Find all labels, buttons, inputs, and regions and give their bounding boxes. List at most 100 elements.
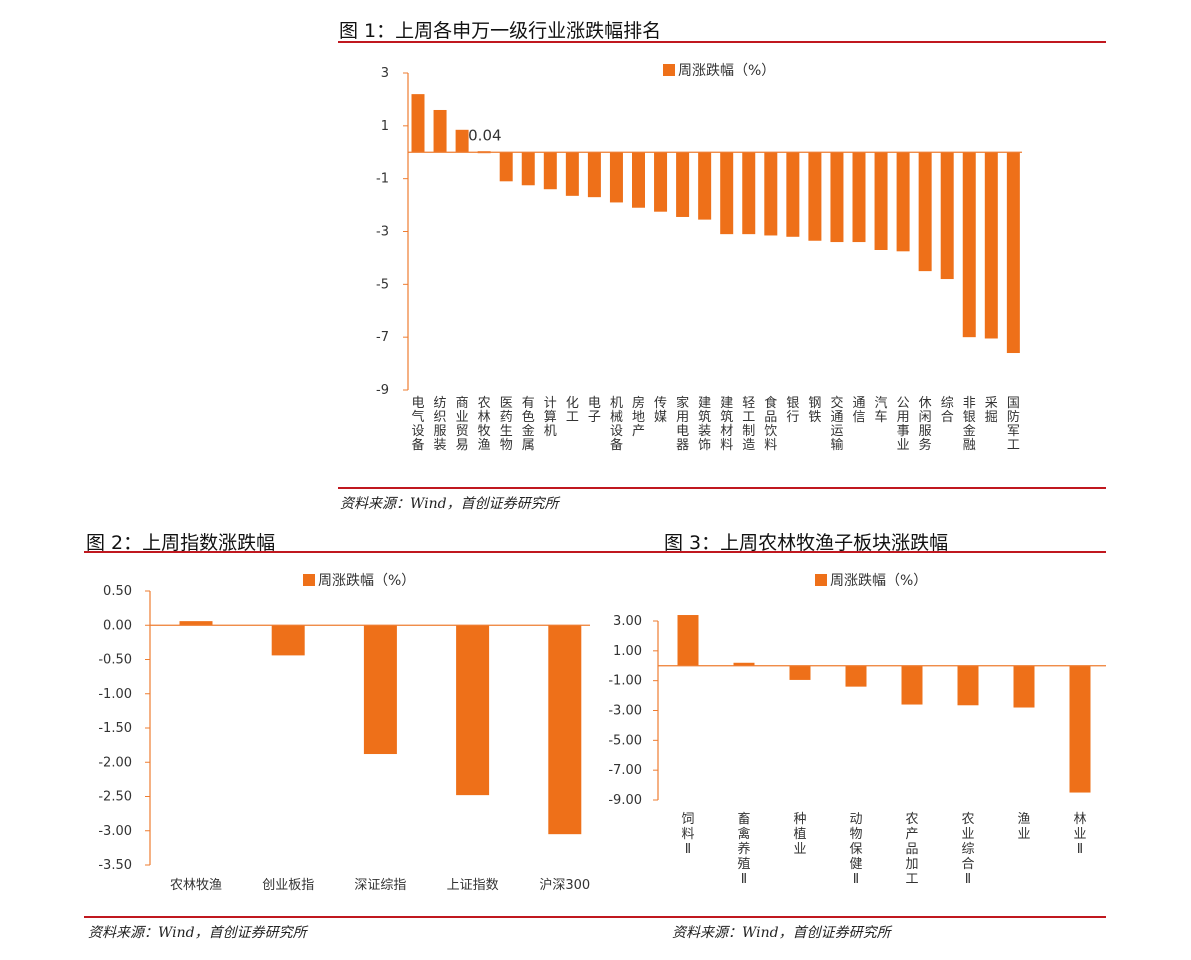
fig3-bar-6 [1013,665,1035,708]
fig1-category-label: 国防军工 [1007,396,1020,453]
fig3-ytick-label: -1.00 [608,674,642,689]
fig1-ytick-label: -9 [376,383,389,398]
fig1-category-label: 医药生物 [500,396,513,453]
fig1-bar-4 [499,152,513,182]
fig1-bar-21 [874,152,888,250]
fig2-source: 资料来源：Wind，首创证券研究所 [88,925,307,941]
fig1-category-label: 建筑材料 [720,396,733,453]
fig3-ytick-label: -7.00 [608,763,642,778]
fig1-ytick-label: -1 [376,172,389,187]
fig1-source: 资料来源：Wind，首创证券研究所 [340,496,559,512]
fig1-bar-13 [698,152,712,220]
fig1-category-label: 汽车 [875,396,888,425]
fig1-category-label: 机械设备 [610,396,623,453]
fig1-category-label: 农林牧渔 [478,396,491,453]
fig1-bar-20 [852,152,866,243]
fig3-bar-7 [1069,665,1091,793]
fig1-category-label: 家用电器 [676,395,689,453]
fig2-source-rule [84,916,604,918]
fig1-category-label: 有色金属 [522,396,535,453]
fig1-category-label: 电子 [588,396,601,425]
fig1-bar-6 [543,152,557,190]
fig1-legend-swatch [663,64,675,76]
fig1-bar-7 [565,152,579,196]
fig3-bar-0 [677,615,699,666]
fig1-ytick-label: -3 [376,225,389,240]
fig3-legend-label: 周涨跌幅（%） [830,573,927,589]
fig3-source-rule [598,916,1106,918]
fig1-bar-1 [433,109,447,153]
fig1-ytick-label: 1 [381,119,389,134]
fig1-bar-26 [984,152,998,339]
fig1-bar-19 [830,152,844,243]
fig2-category-label: 上证指数 [447,878,499,893]
fig2-ytick-label: -0.50 [98,653,132,668]
fig1-bar-10 [632,152,645,208]
fig1-category-label: 传媒 [654,396,667,425]
fig2-bar-1 [271,625,305,656]
fig2-ytick-label: -2.00 [98,755,132,770]
fig3-title: 图 3：上周农林牧渔子板块涨跌幅 [664,532,949,554]
fig2-category-label: 农林牧渔 [170,878,222,893]
fig1-category-label: 非银金融 [963,396,976,453]
fig1-category-label: 商业贸易 [456,396,469,453]
fig2-legend-label: 周涨跌幅（%） [318,573,415,589]
fig1-category-label: 综合 [941,396,954,425]
fig1-bar-5 [521,152,535,186]
fig1-bar-15 [742,152,756,235]
fig3-category-label: 种植业 [793,812,806,857]
fig1-title-rule [338,41,1106,43]
fig2-legend-swatch [303,574,315,586]
fig2-bar-0 [179,621,213,626]
fig1-bar-2 [455,129,469,153]
fig3-ytick-label: -9.00 [608,793,642,808]
fig2-ytick-label: -3.00 [98,824,132,839]
fig2-ytick-label: -2.50 [98,790,132,805]
fig1-bar-0 [411,94,425,153]
fig1-bar-17 [786,152,800,237]
fig1-bar-25 [962,152,976,338]
fig1-bar-11 [654,152,668,212]
fig1-category-label: 建筑装饰 [698,396,711,453]
fig2-title-rule [84,551,604,553]
fig1-bar-22 [896,152,910,252]
fig1-category-label: 通信 [852,396,865,425]
fig1-category-label: 公用事业 [897,396,910,453]
fig1-category-label: 钢铁 [808,396,821,425]
fig1-bar-23 [918,152,932,272]
fig1-bar-12 [676,152,690,217]
fig1-bar-16 [764,152,778,236]
fig3-category-label: 林业 Ⅱ [1073,812,1086,857]
fig1-category-label: 食品饮料 [764,395,777,453]
fig3-bar-4 [901,665,923,705]
fig3-category-label: 饲料 Ⅱ [681,812,694,857]
fig3-bar-3 [845,665,867,687]
fig2-ytick-label: -1.00 [98,687,132,702]
fig3-source: 资料来源：Wind，首创证券研究所 [672,925,891,941]
fig1-title: 图 1：上周各申万一级行业涨跌幅排名 [339,20,662,42]
fig3-category-label: 动物保健 Ⅱ [849,812,862,887]
fig1-bar-27 [1006,152,1020,354]
fig3-ytick-label: -3.00 [608,704,642,719]
fig1-category-label: 银行 [786,396,799,425]
fig1-category-label: 房地产 [632,395,645,439]
fig1-category-label: 交通运输 [830,395,843,453]
fig1-ytick-label: -5 [376,277,389,292]
fig2-bar-4 [548,625,582,835]
fig2-category-label: 创业板指 [262,878,314,893]
fig1-category-label: 纺织服装 [434,396,447,453]
fig1-category-label: 计算机 [544,396,557,439]
fig1-bar-14 [720,152,734,235]
fig1-bar-18 [808,152,822,241]
fig3-ytick-label: -5.00 [608,733,642,748]
fig1-data-label: 0.04 [468,126,501,144]
fig1-category-label: 轻工制造 [742,396,755,453]
fig1-category-label: 休闲服务 [919,396,932,453]
fig3-ytick-label: 1.00 [613,644,642,659]
fig1-bar-24 [940,152,954,280]
fig1-ytick-label: 3 [381,66,389,81]
fig3-category-label: 农产品加工 [905,812,918,887]
fig3-bar-1 [733,662,755,666]
fig2-ytick-label: 0.00 [103,618,132,633]
